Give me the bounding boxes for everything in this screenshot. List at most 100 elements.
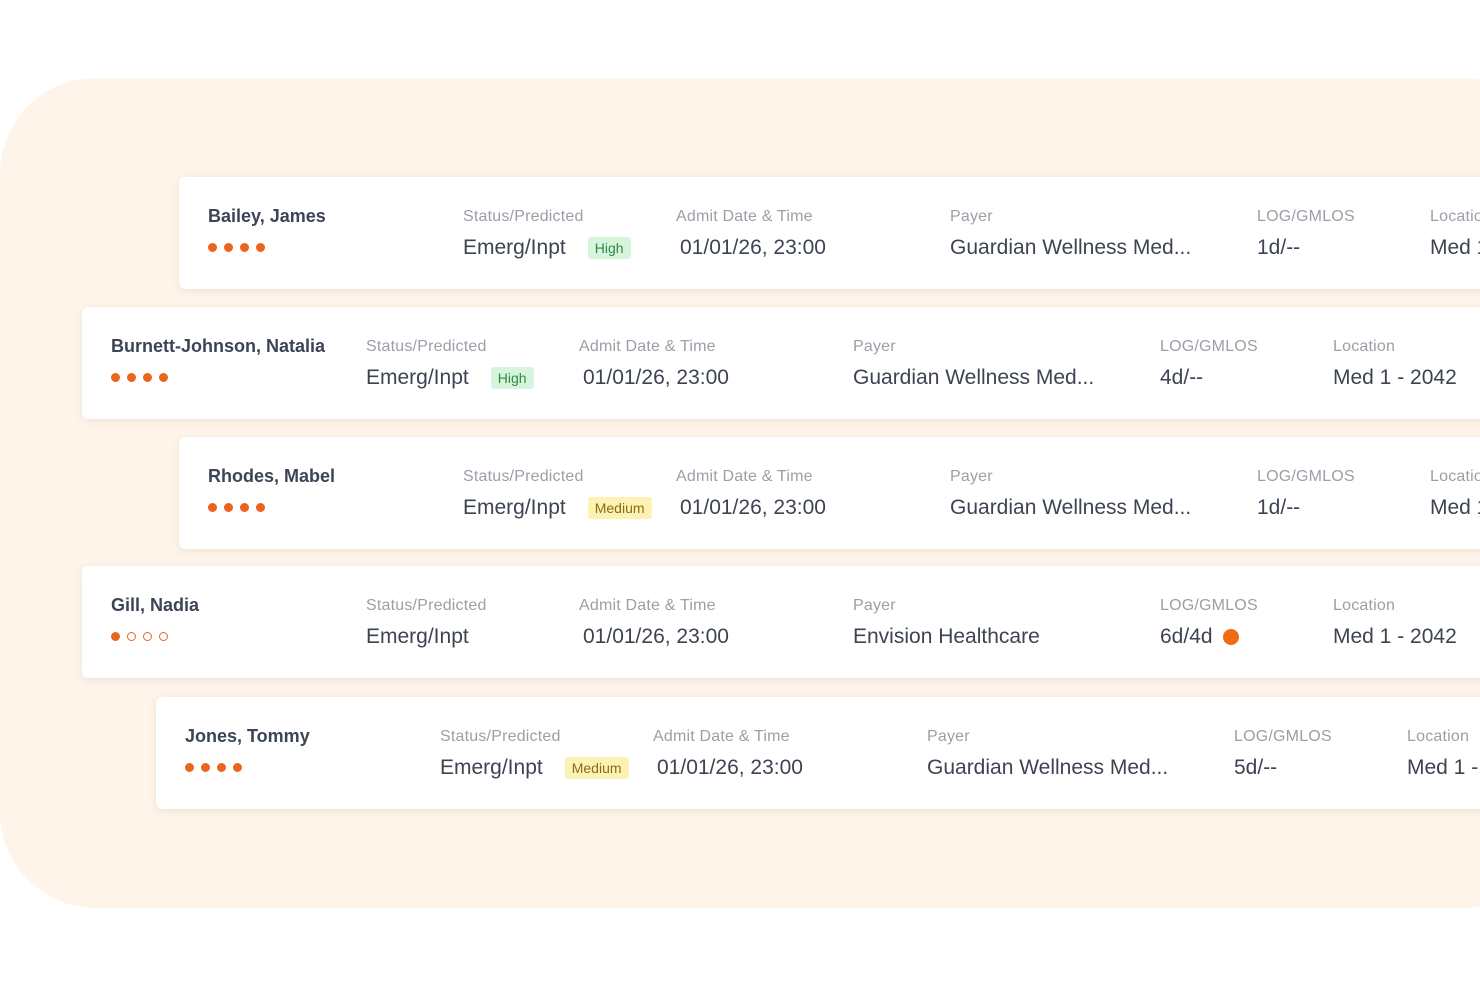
log-label: LOG/GMLOS: [1160, 338, 1258, 355]
status-value: Emerg/Inpt: [463, 496, 566, 519]
risk-dot-filled-icon: [240, 243, 249, 252]
risk-dot-filled-icon: [185, 763, 194, 772]
payer-value: Guardian Wellness Med...: [853, 366, 1095, 389]
risk-dot-filled-icon: [224, 243, 233, 252]
admit-label: Admit Date & Time: [676, 208, 813, 225]
payer-label: Payer: [853, 338, 896, 355]
payer-value: Guardian Wellness Med...: [950, 236, 1192, 259]
location-field: Location Med 1 - 2042: [1407, 728, 1480, 780]
status-value: Emerg/Inpt: [366, 625, 469, 648]
log-field: LOG/GMLOS 1d/--: [1257, 208, 1355, 260]
admit-value: 01/01/26, 23:00: [680, 236, 826, 259]
patient-name: Bailey, James: [208, 206, 326, 226]
risk-dot-filled-icon: [111, 373, 120, 382]
status-field: Status/Predicted Emerg/Inpt High: [463, 208, 631, 260]
log-value: 1d/--: [1257, 236, 1301, 259]
admit-label: Admit Date & Time: [653, 728, 790, 745]
priority-badge: Medium: [587, 497, 652, 519]
risk-dot-filled-icon: [217, 763, 226, 772]
log-field: LOG/GMLOS 4d/--: [1160, 338, 1258, 390]
status-value: Emerg/Inpt: [463, 236, 566, 259]
admit-field: Admit Date & Time 01/01/26, 23:00: [676, 208, 826, 260]
location-value: Med 1 - 2042: [1407, 756, 1480, 779]
risk-dot-filled-icon: [127, 373, 136, 382]
payer-label: Payer: [853, 597, 896, 614]
location-value: Med 1 - 2042: [1333, 366, 1457, 389]
patient-card[interactable]: Burnett-Johnson, Natalia Status/Predicte…: [82, 307, 1480, 419]
payer-label: Payer: [927, 728, 970, 745]
location-value: Med 1 - 2042: [1430, 496, 1480, 519]
risk-dot-filled-icon: [159, 373, 168, 382]
payer-field: Payer Guardian Wellness Med...: [853, 338, 1094, 390]
patient-name: Burnett-Johnson, Natalia: [111, 336, 326, 356]
risk-dot-filled-icon: [240, 503, 249, 512]
location-field: Location Med 1 - 2042: [1430, 468, 1480, 520]
location-label: Location: [1430, 208, 1480, 225]
status-label: Status/Predicted: [463, 468, 584, 485]
risk-dot-filled-icon: [208, 503, 217, 512]
log-field: LOG/GMLOS 1d/--: [1257, 468, 1355, 520]
payer-value: Guardian Wellness Med...: [927, 756, 1169, 779]
risk-dot-filled-icon: [224, 503, 233, 512]
status-label: Status/Predicted: [463, 208, 584, 225]
log-label: LOG/GMLOS: [1234, 728, 1332, 745]
status-field: Status/Predicted Emerg/Inpt Medium: [463, 468, 652, 520]
risk-dot-filled-icon: [256, 503, 265, 512]
risk-dot-filled-icon: [208, 243, 217, 252]
location-value: Med 1 - 2042: [1333, 625, 1457, 648]
admit-value: 01/01/26, 23:00: [583, 625, 729, 648]
log-value: 1d/--: [1257, 496, 1301, 519]
patient-card[interactable]: Gill, Nadia Status/Predicted Emerg/Inpt …: [82, 566, 1480, 678]
location-label: Location: [1333, 597, 1396, 614]
log-value: 5d/--: [1234, 756, 1278, 779]
patient-name: Gill, Nadia: [111, 595, 200, 615]
log-label: LOG/GMLOS: [1160, 597, 1258, 614]
risk-dots: [185, 763, 242, 773]
log-field: LOG/GMLOS 6d/4d: [1160, 597, 1258, 649]
risk-dot-filled-icon: [256, 243, 265, 252]
admit-label: Admit Date & Time: [676, 468, 813, 485]
admit-value: 01/01/26, 23:00: [583, 366, 729, 389]
status-value: Emerg/Inpt: [366, 366, 469, 389]
location-label: Location: [1333, 338, 1396, 355]
patient-card[interactable]: Jones, Tommy Status/Predicted Emerg/Inpt…: [156, 697, 1480, 809]
location-field: Location Med 1 - 2042: [1333, 597, 1457, 649]
status-label: Status/Predicted: [366, 338, 487, 355]
admit-value: 01/01/26, 23:00: [657, 756, 803, 779]
risk-dot-filled-icon: [111, 632, 120, 641]
priority-badge: Medium: [564, 757, 629, 779]
risk-dot-empty-icon: [127, 632, 136, 641]
payer-field: Payer Envision Healthcare: [853, 597, 1040, 649]
priority-badge: High: [587, 237, 631, 259]
payer-label: Payer: [950, 208, 993, 225]
patient-card[interactable]: Rhodes, Mabel Status/Predicted Emerg/Inp…: [179, 437, 1480, 549]
log-label: LOG/GMLOS: [1257, 468, 1355, 485]
status-label: Status/Predicted: [440, 728, 561, 745]
log-value: 6d/4d: [1160, 625, 1213, 648]
risk-dot-filled-icon: [201, 763, 210, 772]
admit-field: Admit Date & Time 01/01/26, 23:00: [676, 468, 826, 520]
payer-field: Payer Guardian Wellness Med...: [927, 728, 1168, 780]
patient-card[interactable]: Bailey, James Status/Predicted Emerg/Inp…: [179, 177, 1480, 289]
risk-dot-filled-icon: [233, 763, 242, 772]
location-value: Med 1 - 2042: [1430, 236, 1480, 259]
status-field: Status/Predicted Emerg/Inpt High: [366, 338, 534, 390]
patient-name: Jones, Tommy: [185, 726, 310, 746]
payer-label: Payer: [950, 468, 993, 485]
location-field: Location Med 1 - 2042: [1333, 338, 1457, 390]
location-label: Location: [1430, 468, 1480, 485]
payer-field: Payer Guardian Wellness Med...: [950, 208, 1191, 260]
patient-name: Rhodes, Mabel: [208, 466, 336, 486]
payer-value: Envision Healthcare: [853, 625, 1040, 648]
risk-dots: [208, 503, 265, 513]
admit-label: Admit Date & Time: [579, 338, 716, 355]
priority-badge: High: [490, 367, 534, 389]
risk-dot-empty-icon: [143, 632, 152, 641]
status-field: Status/Predicted Emerg/Inpt Medium: [440, 728, 629, 780]
log-label: LOG/GMLOS: [1257, 208, 1355, 225]
status-label: Status/Predicted: [366, 597, 487, 614]
risk-dots: [111, 632, 168, 642]
log-value: 4d/--: [1160, 366, 1204, 389]
risk-dots: [111, 373, 168, 383]
